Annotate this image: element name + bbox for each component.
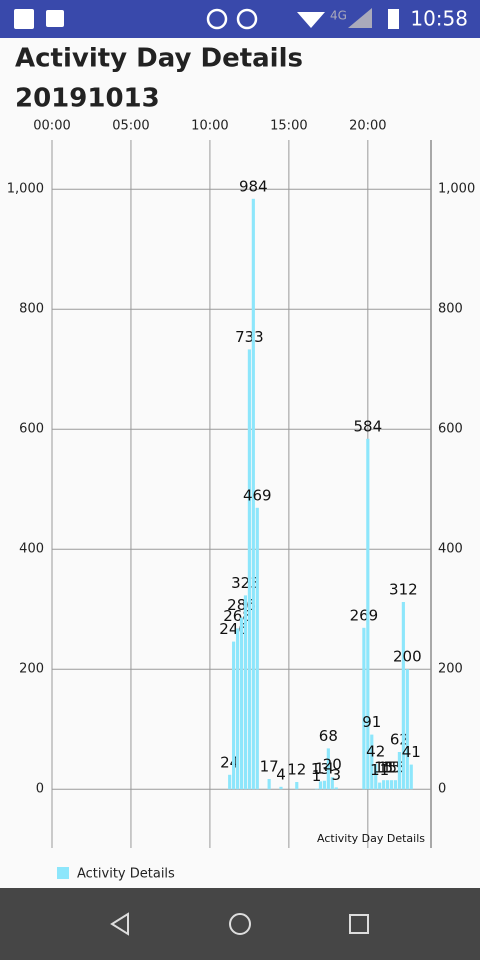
x-tick-label: 20:00 (349, 119, 386, 134)
data-label: 15 (378, 759, 397, 777)
bar (267, 779, 271, 790)
x-tick-label: 10:00 (191, 119, 228, 134)
data-label: 17 (260, 758, 279, 776)
bar (318, 781, 323, 790)
y-tick-label: 1,000 (7, 182, 44, 197)
bar (366, 438, 370, 790)
y-tick-label: 400 (19, 542, 44, 557)
bar (393, 780, 398, 790)
data-label: 15 (382, 759, 401, 777)
bar (378, 782, 382, 790)
data-label: 15 (374, 759, 393, 777)
data-label: 13 (311, 760, 330, 778)
bar (397, 752, 401, 790)
bar (235, 628, 240, 790)
bar (232, 641, 236, 790)
data-label: 68 (319, 727, 338, 745)
bar (314, 788, 319, 790)
wifi-icon (297, 12, 325, 28)
page-date: 20191013 (15, 84, 160, 114)
y-tick-label: 600 (19, 422, 44, 437)
bar (405, 669, 409, 790)
data-label: 4 (276, 765, 286, 783)
data-label: 42 (366, 743, 385, 761)
home-button[interactable] (229, 913, 251, 935)
data-label: 11 (370, 761, 389, 779)
y-tick-label: 200 (19, 662, 44, 677)
data-label: 312 (389, 581, 418, 599)
clock: 10:58 (410, 7, 468, 31)
data-label: 20 (323, 756, 342, 774)
bar (243, 595, 248, 790)
data-label: 584 (354, 417, 383, 435)
y2-tick-label: 0 (438, 782, 446, 797)
data-label: 41 (402, 743, 421, 761)
y-tick-label: 800 (19, 302, 44, 317)
data-label: 269 (350, 606, 379, 624)
network-label: 4G (330, 9, 347, 23)
bar (401, 602, 405, 790)
data-label: 200 (393, 648, 422, 666)
data-label: 733 (235, 328, 264, 346)
y2-tick-label: 1,000 (438, 182, 475, 197)
bar (330, 777, 334, 790)
bar (409, 764, 413, 790)
page-title: Activity Day Details (15, 44, 303, 74)
legend-swatch (57, 867, 69, 879)
bar (279, 786, 283, 790)
data-label: 12 (287, 761, 306, 779)
data-label: 984 (239, 177, 268, 195)
battery-icon (388, 9, 399, 29)
x-tick-label: 05:00 (112, 119, 149, 134)
bar (251, 198, 255, 790)
signal-icon (348, 8, 372, 28)
data-saver-icon (206, 8, 228, 30)
bar (370, 734, 374, 790)
status-bar (0, 0, 480, 38)
nav-bar (0, 888, 480, 960)
x-tick-label: 15:00 (270, 119, 307, 134)
bar (326, 748, 330, 790)
bar (374, 764, 378, 790)
data-label: 91 (362, 713, 381, 731)
data-label: 3 (331, 766, 341, 784)
recents-button[interactable] (349, 914, 369, 934)
y2-tick-label: 400 (438, 542, 463, 557)
bar (362, 627, 366, 790)
bar (322, 780, 326, 790)
data-label: 1 (312, 767, 322, 785)
bar (255, 507, 259, 790)
bar (382, 780, 386, 790)
alarm-icon (236, 8, 258, 30)
bar (334, 787, 338, 790)
bar (239, 617, 244, 790)
y2-tick-label: 800 (438, 302, 463, 317)
data-label: 323 (231, 574, 260, 592)
app-icon (14, 9, 34, 29)
legend-label: Activity Details (77, 867, 175, 882)
bar (295, 782, 299, 790)
x-tick-label: 00:00 (33, 119, 70, 134)
data-label: 469 (243, 486, 272, 504)
bar (389, 780, 394, 790)
y2-tick-label: 200 (438, 662, 463, 677)
back-button[interactable] (110, 912, 129, 936)
bar (228, 774, 232, 790)
chart: 0 0 200 200 400 400 600 600 800 800 1,000 1,000 00:0… (7, 119, 475, 882)
data-label: 286 (227, 596, 256, 614)
y2-tick-label: 600 (438, 422, 463, 437)
bar (247, 349, 251, 790)
bar (385, 780, 390, 790)
chart-description: Activity Day Details (317, 832, 425, 845)
image-icon (46, 10, 64, 27)
y-tick-label: 0 (36, 782, 44, 797)
